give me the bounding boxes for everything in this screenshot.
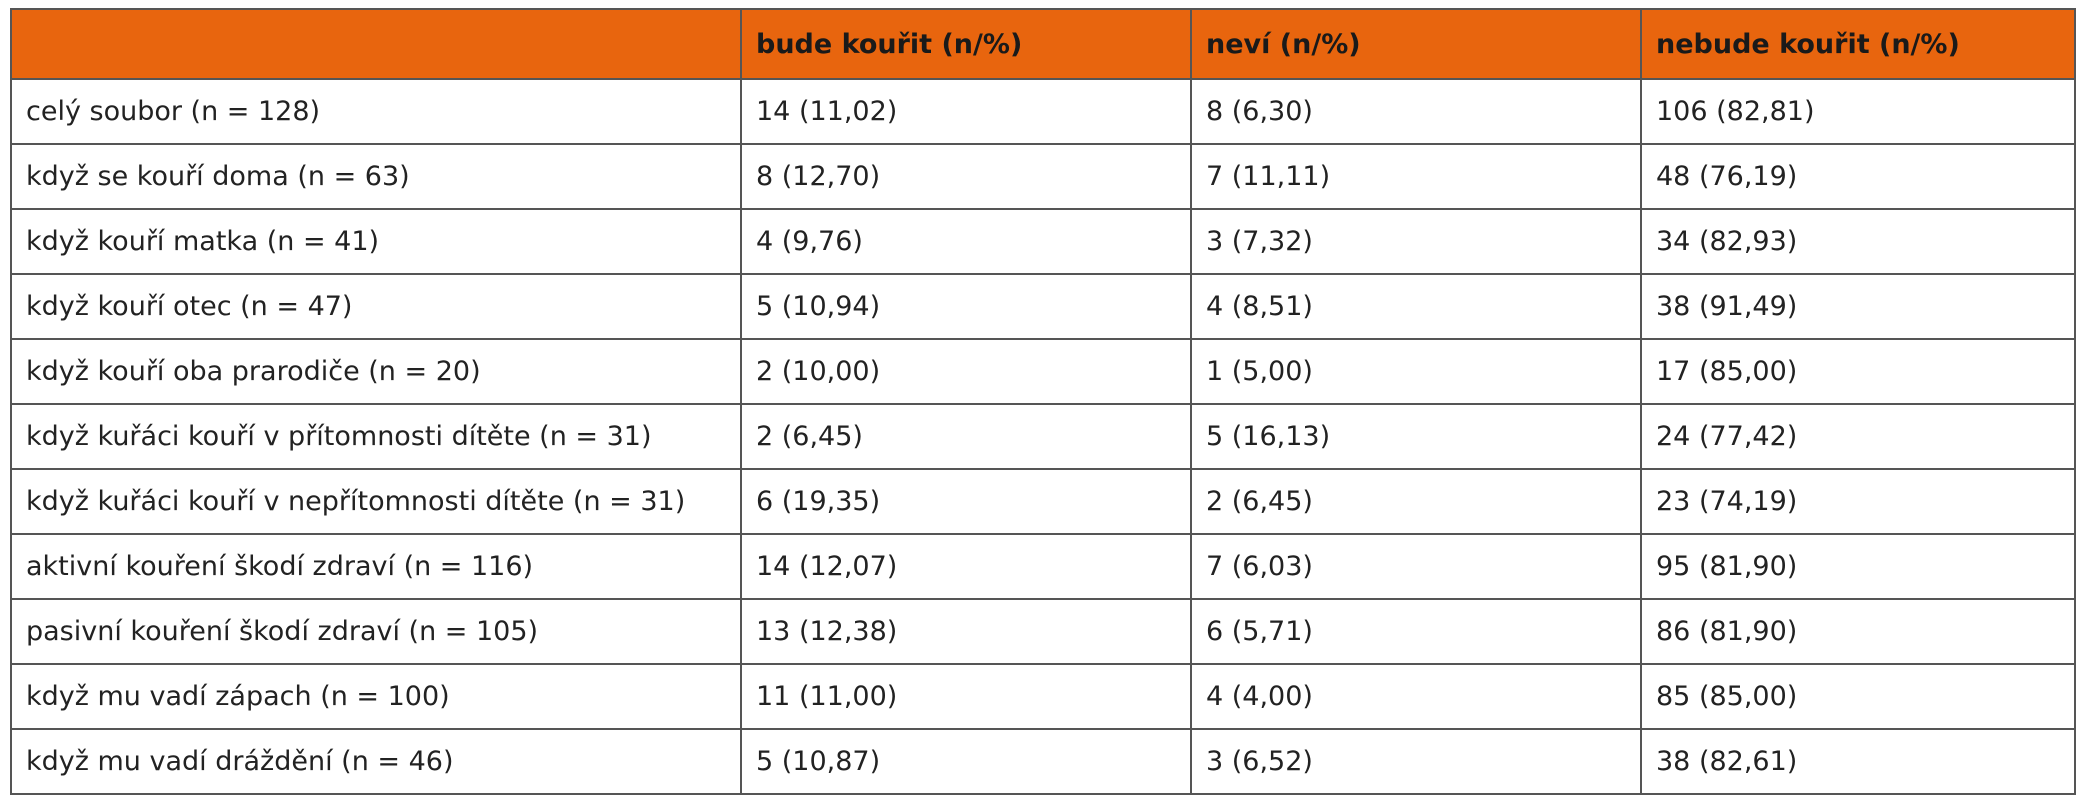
- table-row: když kuřáci kouří v přítomnosti dítěte (…: [10, 403, 2076, 470]
- table-cell: 5 (16,13): [1190, 403, 1642, 470]
- row-label: když se kouří doma (n = 63): [10, 143, 742, 210]
- row-label: když kuřáci kouří v přítomnosti dítěte (…: [10, 403, 742, 470]
- table-row: když kouří oba prarodiče (n = 20) 2 (10,0…: [10, 338, 2076, 405]
- table-cell: 14 (11,02): [740, 78, 1192, 145]
- table-cell: 8 (6,30): [1190, 78, 1642, 145]
- row-label: když kouří matka (n = 41): [10, 208, 742, 275]
- table-cell: 4 (8,51): [1190, 273, 1642, 340]
- row-label: aktivní kouření škodí zdraví (n = 116): [10, 533, 742, 600]
- table-cell: 13 (12,38): [740, 598, 1192, 665]
- table-cell: 4 (9,76): [740, 208, 1192, 275]
- row-label: když kuřáci kouří v nepřítomnosti dítěte…: [10, 468, 742, 535]
- table-row: když se kouří doma (n = 63) 8 (12,70) 7 (1…: [10, 143, 2076, 210]
- table-cell: 3 (7,32): [1190, 208, 1642, 275]
- table-row: když mu vadí dráždění (n = 46) 5 (10,87) 3…: [10, 728, 2076, 795]
- table-cell: 7 (6,03): [1190, 533, 1642, 600]
- row-label: celý soubor (n = 128): [10, 78, 742, 145]
- header-row: bude kouřit (n/%) neví (n/%) nebude kouřit…: [10, 8, 2076, 80]
- table-cell: 2 (6,45): [740, 403, 1192, 470]
- table-cell: 2 (10,00): [740, 338, 1192, 405]
- table-cell: 5 (10,94): [740, 273, 1192, 340]
- row-label: pasivní kouření škodí zdraví (n = 105): [10, 598, 742, 665]
- table-row: celý soubor (n = 128) 14 (11,02) 8 (6,30) 1…: [10, 78, 2076, 145]
- table-cell: 2 (6,45): [1190, 468, 1642, 535]
- table-cell: 3 (6,52): [1190, 728, 1642, 795]
- row-label: když mu vadí dráždění (n = 46): [10, 728, 742, 795]
- table-cell: 17 (85,00): [1640, 338, 2076, 405]
- header-cell: bude kouřit (n/%): [740, 8, 1192, 80]
- table-cell: 106 (82,81): [1640, 78, 2076, 145]
- table-cell: 6 (5,71): [1190, 598, 1642, 665]
- row-label: když kouří otec (n = 47): [10, 273, 742, 340]
- table-cell: 5 (10,87): [740, 728, 1192, 795]
- table-cell: 85 (85,00): [1640, 663, 2076, 730]
- table-row: pasivní kouření škodí zdraví (n = 105) 13…: [10, 598, 2076, 665]
- table-cell: 34 (82,93): [1640, 208, 2076, 275]
- table-cell: 38 (82,61): [1640, 728, 2076, 795]
- header-cell: neví (n/%): [1190, 8, 1642, 80]
- table-row: aktivní kouření škodí zdraví (n = 116) 14…: [10, 533, 2076, 600]
- table-cell: 1 (5,00): [1190, 338, 1642, 405]
- data-table: bude kouřit (n/%) neví (n/%) nebude kouřit…: [10, 8, 2076, 795]
- header-cell: [10, 8, 742, 80]
- table-row: když kouří matka (n = 41) 4 (9,76) 3 (7,32…: [10, 208, 2076, 275]
- row-label: když kouří oba prarodiče (n = 20): [10, 338, 742, 405]
- table-cell: 48 (76,19): [1640, 143, 2076, 210]
- table-cell: 8 (12,70): [740, 143, 1192, 210]
- table-cell: 4 (4,00): [1190, 663, 1642, 730]
- table-row: když kuřáci kouří v nepřítomnosti dítěte…: [10, 468, 2076, 535]
- header-cell: nebude kouřit (n/%): [1640, 8, 2076, 80]
- table-cell: 23 (74,19): [1640, 468, 2076, 535]
- table-cell: 38 (91,49): [1640, 273, 2076, 340]
- table-cell: 11 (11,00): [740, 663, 1192, 730]
- table-header: bude kouřit (n/%) neví (n/%) nebude kouřit…: [10, 8, 2076, 80]
- table-cell: 7 (11,11): [1190, 143, 1642, 210]
- table-cell: 86 (81,90): [1640, 598, 2076, 665]
- table-body: celý soubor (n = 128) 14 (11,02) 8 (6,30) 1…: [10, 78, 2076, 795]
- table-cell: 24 (77,42): [1640, 403, 2076, 470]
- table-cell: 95 (81,90): [1640, 533, 2076, 600]
- table-cell: 6 (19,35): [740, 468, 1192, 535]
- table-row: když mu vadí zápach (n = 100) 11 (11,00) 4…: [10, 663, 2076, 730]
- row-label: když mu vadí zápach (n = 100): [10, 663, 742, 730]
- table-row: když kouří otec (n = 47) 5 (10,94) 4 (8,51…: [10, 273, 2076, 340]
- table-cell: 14 (12,07): [740, 533, 1192, 600]
